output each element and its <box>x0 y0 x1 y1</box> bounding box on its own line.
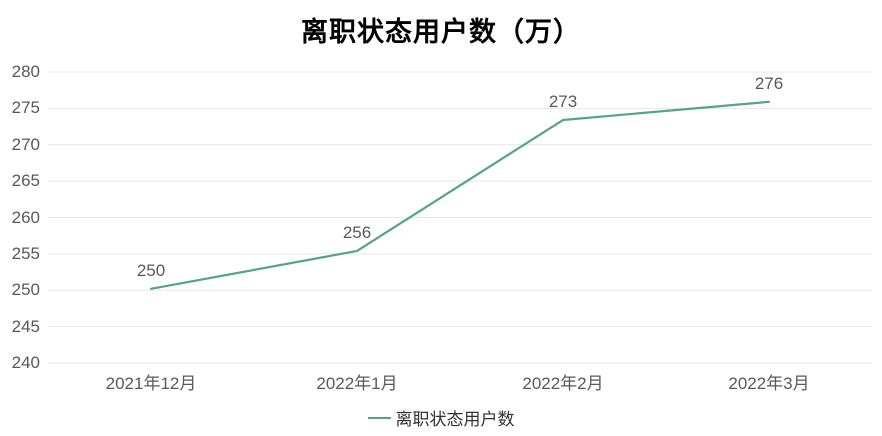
legend-line-marker <box>367 416 391 419</box>
x-tick-label: 2022年2月 <box>522 374 604 393</box>
gridlines <box>48 71 872 364</box>
y-tick-label: 240 <box>11 353 40 372</box>
x-tick-label: 2022年1月 <box>316 374 398 393</box>
data-point-label: 273 <box>548 92 578 111</box>
y-tick-label: 275 <box>11 98 40 118</box>
y-tick-label: 250 <box>11 280 40 300</box>
x-tick-label: 2021年12月 <box>105 374 197 393</box>
y-tick-label: 245 <box>11 316 40 336</box>
y-tick-label: 270 <box>11 134 40 154</box>
legend[interactable]: 离职状态用户数 <box>0 405 882 430</box>
y-tick-label: 260 <box>11 207 40 227</box>
legend-label: 离职状态用户数 <box>395 410 515 429</box>
series-line[interactable] <box>149 100 771 290</box>
chart-title: 离职状态用户数（万） <box>301 17 581 47</box>
x-tick-label: 2022年3月 <box>728 374 810 393</box>
y-tick-label: 280 <box>11 62 40 81</box>
data-point-label: 250 <box>136 260 166 280</box>
data-point-label: 256 <box>342 222 372 242</box>
y-tick-label: 265 <box>11 171 40 191</box>
y-tick-label: 255 <box>11 243 40 263</box>
data-point-label: 276 <box>754 73 784 93</box>
